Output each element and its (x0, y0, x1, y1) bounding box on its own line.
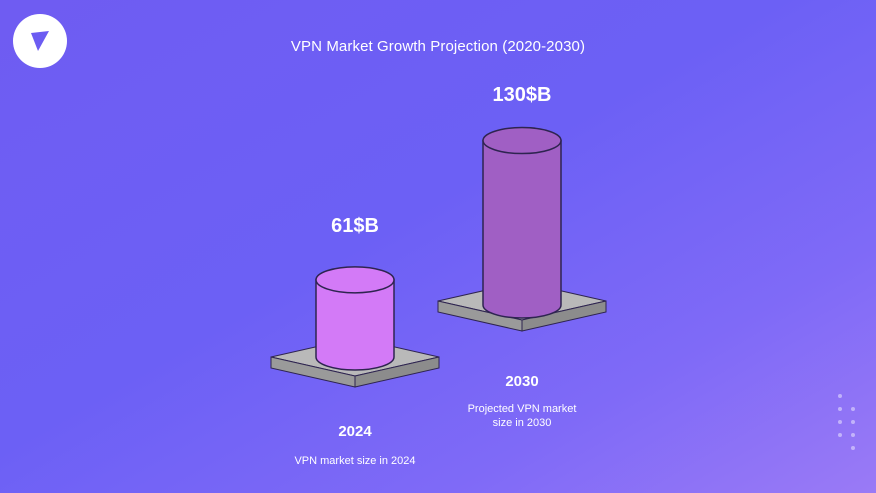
value-label-2024: 61$B (331, 215, 379, 237)
category-label-2030: 2030 (505, 373, 538, 390)
description-2030: Projected VPN market size in 2030 (468, 403, 577, 429)
pedestal-right-2024 (354, 356, 440, 388)
pedestal-right-2030 (521, 300, 607, 332)
description-2024: VPN market size in 2024 (294, 455, 415, 467)
logo (13, 14, 67, 68)
decorative-dot-grid (836, 394, 860, 454)
bar-top-2024 (315, 266, 395, 294)
arrow-play-icon (31, 31, 49, 51)
value-label-2030: 130$B (493, 84, 552, 106)
bar-2030 (482, 139, 562, 319)
chart-title: VPN Market Growth Projection (2020-2030) (290, 38, 586, 55)
bar-2024 (315, 279, 395, 371)
bar-top-2030 (482, 126, 562, 155)
description-2030-line: Projected VPN market (468, 403, 577, 415)
description-2030-line: size in 2030 (493, 417, 552, 429)
category-label-2024: 2024 (338, 423, 372, 440)
